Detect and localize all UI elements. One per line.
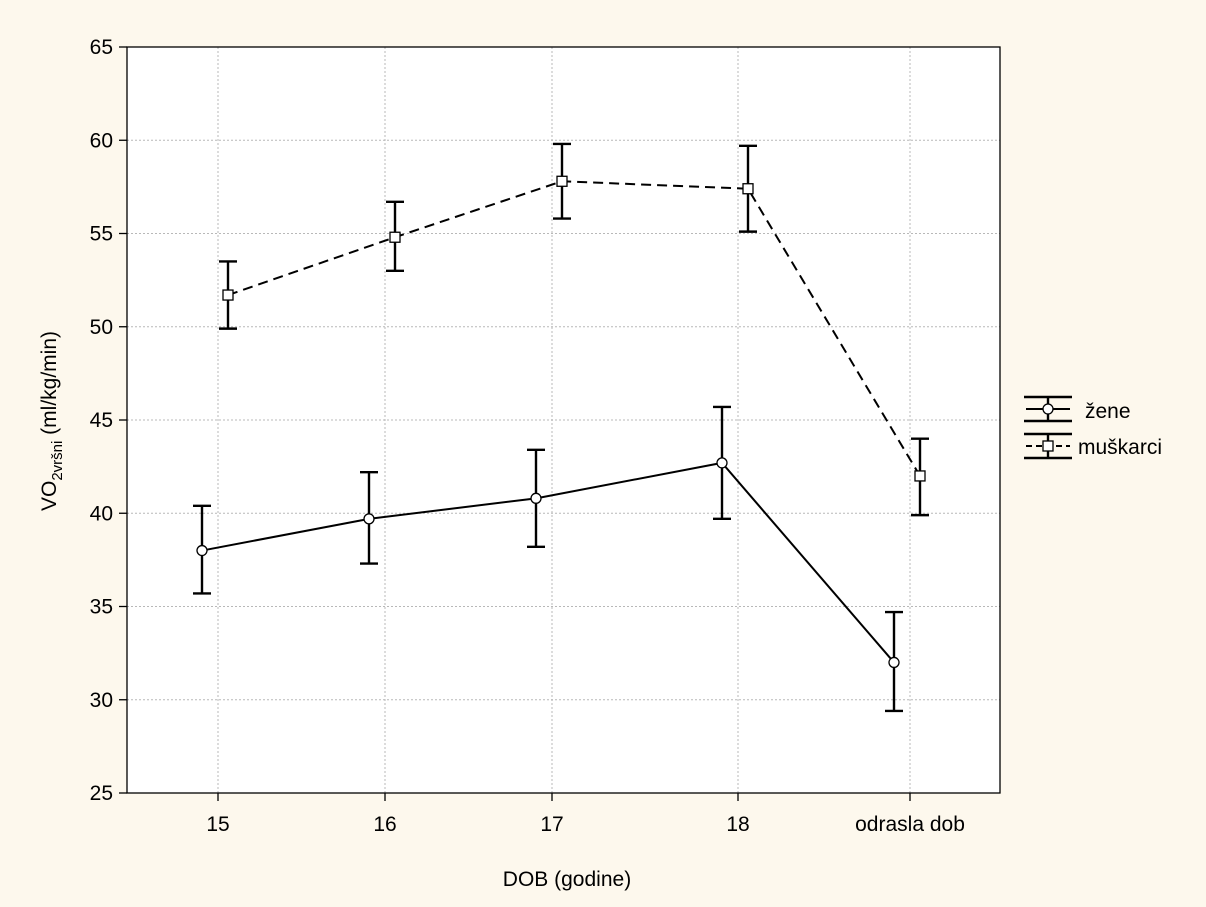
plot-frame xyxy=(126,46,1001,794)
y-tick-label: 50 xyxy=(90,316,113,339)
data-point xyxy=(742,183,754,195)
legend: žene muškarci xyxy=(1024,395,1162,460)
data-point xyxy=(556,175,568,187)
data-point xyxy=(888,656,900,669)
legend-item-muskarci: muškarci xyxy=(1024,432,1162,460)
legend-symbol-muskarci xyxy=(1024,432,1072,460)
axes xyxy=(119,46,1001,801)
y-tick-label: 60 xyxy=(90,129,113,152)
y-axis-title-subscript: 2vršni xyxy=(49,441,66,481)
x-tick-label: 17 xyxy=(540,813,563,836)
data-point xyxy=(363,513,375,525)
y-tick-label: 30 xyxy=(90,689,113,712)
x-tick-label: 18 xyxy=(726,813,749,836)
data-point xyxy=(222,289,234,301)
y-axis-title-main: VO xyxy=(38,481,61,511)
y-tick-label: 25 xyxy=(90,782,113,805)
legend-item-zene: žene xyxy=(1024,395,1131,423)
y-tick-label: 40 xyxy=(90,502,113,525)
grid xyxy=(127,47,1000,793)
legend-symbol-zene xyxy=(1024,395,1072,423)
data-point xyxy=(914,470,926,482)
y-axis-title-unit: (ml/kg/min) xyxy=(38,331,61,441)
x-tick-label: 16 xyxy=(373,813,396,836)
series-0 xyxy=(193,405,903,713)
data-point xyxy=(530,492,542,504)
data-point xyxy=(389,231,401,243)
legend-label-zene: žene xyxy=(1085,400,1131,423)
legend-label-muskarci: muškarci xyxy=(1078,436,1162,459)
data-point xyxy=(716,457,728,469)
y-tick-label: 45 xyxy=(90,409,113,432)
y-tick-label: 65 xyxy=(90,36,113,59)
x-axis-title: DOB (godine) xyxy=(503,868,631,891)
series-1 xyxy=(219,142,929,517)
tick-labels: 25 30 35 40 45 50 55 60 65 15 16 17 18 odrasla dob xyxy=(90,36,965,836)
x-tick-label: odrasla dob xyxy=(855,813,965,836)
data-point xyxy=(196,544,208,557)
y-tick-label: 35 xyxy=(90,596,113,619)
y-tick-label: 55 xyxy=(90,223,113,246)
y-axis-title: VO2vršni (ml/kg/min) xyxy=(38,331,66,511)
series-layer xyxy=(193,142,929,713)
x-tick-label: 15 xyxy=(206,813,229,836)
